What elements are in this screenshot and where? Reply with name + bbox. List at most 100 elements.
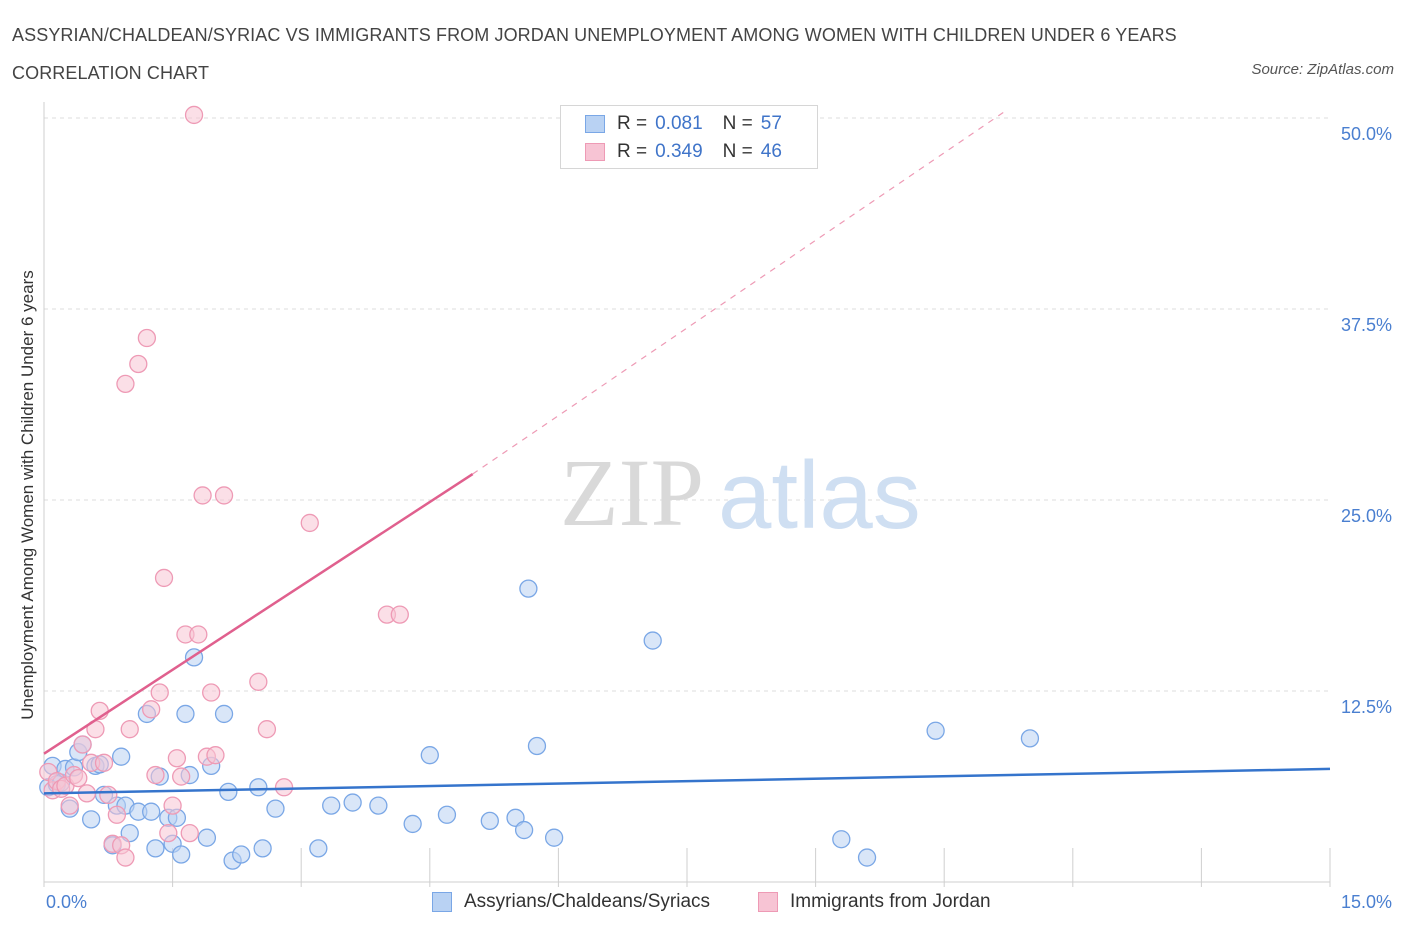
data-point-assyrians xyxy=(322,796,341,815)
data-point-jordan xyxy=(60,796,79,815)
trend-line-assyrians xyxy=(43,767,1331,795)
series-jordan-points xyxy=(39,105,409,867)
data-point-jordan xyxy=(146,765,165,785)
data-point-assyrians xyxy=(437,805,457,824)
data-point-jordan xyxy=(163,796,182,815)
data-point-jordan xyxy=(116,848,135,867)
data-point-assyrians xyxy=(197,828,217,847)
data-point-jordan xyxy=(390,605,409,624)
legend-row-assyrians: R = 0.081 N = 57 xyxy=(585,111,782,137)
data-point-jordan xyxy=(274,778,294,797)
watermark-atlas: atlas xyxy=(718,442,921,549)
legend-n-value: 57 xyxy=(760,113,782,134)
data-point-assyrians xyxy=(112,747,131,766)
series-legend-jordan: Immigrants from Jordan xyxy=(758,889,991,915)
y-axis-label: Unemployment Among Women with Children U… xyxy=(18,270,37,719)
data-point-assyrians xyxy=(420,746,439,765)
y-tick-label: 50.0% xyxy=(1341,124,1392,144)
data-point-assyrians xyxy=(214,704,234,724)
data-point-assyrians xyxy=(343,793,362,812)
data-point-assyrians xyxy=(172,845,191,864)
data-point-jordan xyxy=(94,753,114,772)
data-point-assyrians xyxy=(253,839,272,858)
data-point-assyrians xyxy=(82,810,101,829)
grid-lines xyxy=(44,117,1330,692)
legend-series-name: Assyrians/Chaldeans/Syriacs xyxy=(464,891,711,912)
data-point-jordan xyxy=(206,746,225,765)
data-point-jordan xyxy=(189,625,208,644)
data-point-jordan xyxy=(257,720,277,739)
data-point-jordan xyxy=(73,735,92,754)
data-point-assyrians xyxy=(1020,729,1040,748)
data-point-jordan xyxy=(116,374,135,394)
legend-swatch-blue xyxy=(432,892,452,912)
correlation-legend: R = 0.081 N = 57 R = 0.349 N = 46 xyxy=(560,105,818,169)
x-tick-label: 0.0% xyxy=(46,892,87,912)
data-point-assyrians xyxy=(643,631,662,650)
legend-n-label: N = xyxy=(722,141,753,162)
data-point-jordan xyxy=(249,672,268,691)
y-tick-labels: 12.5% 25.0% 37.5% 50.0% xyxy=(1341,124,1392,717)
data-point-assyrians xyxy=(527,736,547,756)
data-point-jordan xyxy=(172,767,191,786)
data-point-jordan xyxy=(193,486,212,505)
data-point-jordan xyxy=(69,768,88,788)
data-point-assyrians xyxy=(403,814,422,834)
y-tick-label: 37.5% xyxy=(1341,315,1392,335)
x-tick-labels: 0.0% 15.0% xyxy=(46,892,1392,912)
data-point-assyrians xyxy=(266,799,285,818)
source-label: Source: ZipAtlas.com xyxy=(1251,61,1394,78)
legend-series-name: Immigrants from Jordan xyxy=(790,891,991,912)
axes xyxy=(43,102,1331,887)
legend-n-label: N = xyxy=(722,113,753,134)
data-point-assyrians xyxy=(249,778,268,797)
data-point-jordan xyxy=(142,700,161,719)
data-point-jordan xyxy=(167,749,187,768)
chart-title: ASSYRIAN/CHALDEAN/SYRIAC VS IMMIGRANTS F… xyxy=(12,25,1177,83)
data-point-assyrians xyxy=(926,721,945,740)
data-point-jordan xyxy=(184,105,204,125)
data-point-jordan xyxy=(137,328,157,348)
legend-row-jordan: R = 0.349 N = 46 xyxy=(585,139,782,165)
data-point-jordan xyxy=(202,683,221,702)
legend-n-value: 46 xyxy=(760,141,782,162)
data-point-jordan xyxy=(150,683,169,702)
data-point-assyrians xyxy=(219,782,238,801)
trend-line-jordan xyxy=(43,472,474,755)
data-point-jordan xyxy=(120,720,139,739)
data-point-assyrians xyxy=(369,796,388,815)
data-point-jordan xyxy=(214,486,234,505)
data-point-assyrians xyxy=(146,839,165,858)
data-point-assyrians xyxy=(514,820,534,840)
data-point-assyrians xyxy=(176,704,195,724)
data-point-assyrians xyxy=(857,848,877,867)
data-point-jordan xyxy=(99,785,118,805)
data-point-jordan xyxy=(107,805,127,824)
data-point-jordan xyxy=(180,823,199,843)
data-point-assyrians xyxy=(832,830,851,849)
y-tick-label: 25.0% xyxy=(1341,506,1392,526)
legend-r-value: 0.081 xyxy=(655,113,703,134)
data-point-assyrians xyxy=(544,828,564,847)
legend-swatch-blue xyxy=(585,115,605,133)
y-tick-label: 12.5% xyxy=(1341,697,1392,717)
data-point-assyrians xyxy=(142,802,161,821)
data-point-assyrians xyxy=(480,811,499,831)
watermark-zip: ZIP xyxy=(560,439,704,546)
data-point-jordan xyxy=(129,354,148,374)
legend-r-label: R = xyxy=(617,141,648,162)
legend-swatch-pink xyxy=(585,143,605,161)
legend-swatch-pink xyxy=(758,892,778,912)
data-point-assyrians xyxy=(309,839,328,858)
data-point-assyrians xyxy=(519,579,538,598)
data-point-jordan xyxy=(300,513,319,533)
x-tick-label: 15.0% xyxy=(1341,892,1392,912)
data-point-jordan xyxy=(159,823,178,843)
legend-r-value: 0.349 xyxy=(655,141,703,162)
data-point-assyrians xyxy=(232,845,251,864)
legend-r-label: R = xyxy=(617,113,648,134)
trend-lines xyxy=(43,111,1331,795)
data-point-jordan xyxy=(154,568,174,588)
series-legend-assyrians: Assyrians/Chaldeans/Syriacs xyxy=(432,889,710,915)
